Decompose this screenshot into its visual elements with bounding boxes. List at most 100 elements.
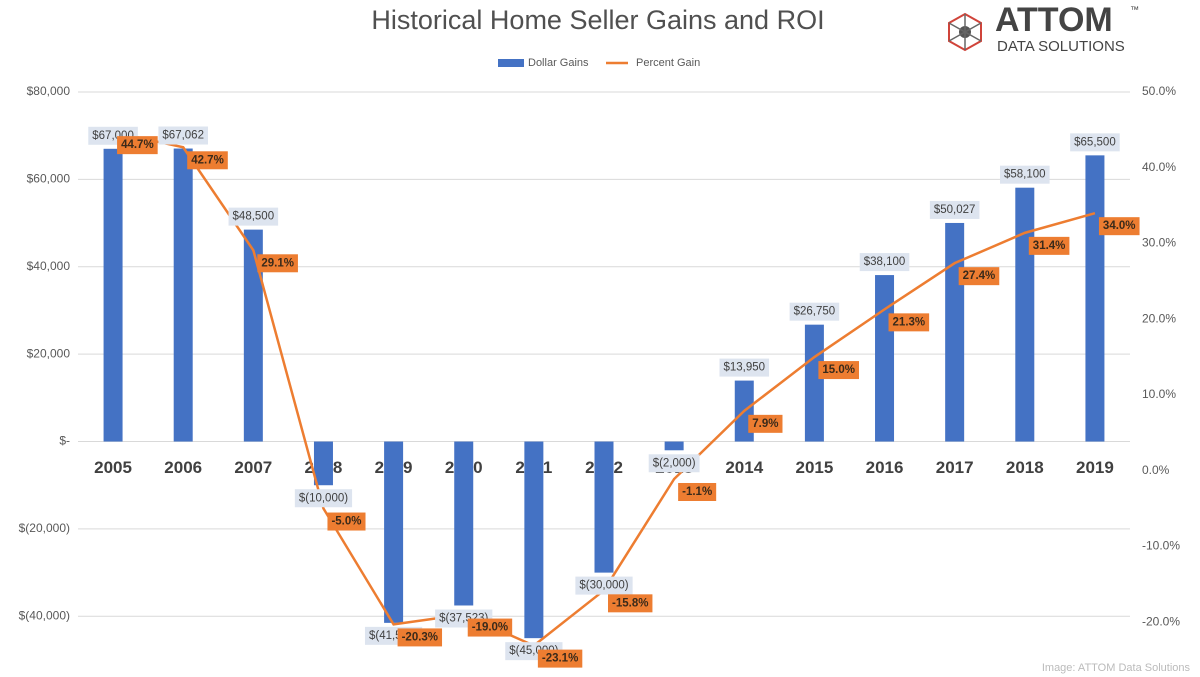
bar-label-box <box>789 302 840 321</box>
percent-label-box <box>958 267 1000 286</box>
bar-label-group: $48,500 <box>228 207 279 226</box>
bar <box>384 441 404 623</box>
bar-label: $13,950 <box>723 362 765 374</box>
percent-label: 27.4% <box>963 270 996 282</box>
percent-label-box <box>678 482 717 501</box>
percent-label-box <box>397 628 443 647</box>
percent-label-group: 44.7% <box>117 136 158 155</box>
y-tick-label: $(20,000) <box>19 521 70 535</box>
percent-label-group: -1.1% <box>678 482 717 501</box>
bar <box>1085 155 1105 442</box>
legend-swatch <box>498 59 524 67</box>
percent-label-box <box>1028 236 1070 255</box>
bar <box>664 441 684 451</box>
percent-label: 29.1% <box>261 257 294 269</box>
x-tick-label: 2019 <box>1076 458 1114 477</box>
logo-trademark: ™ <box>1130 4 1139 14</box>
percent-label: 44.7% <box>121 139 154 151</box>
percent-label-group: 42.7% <box>187 151 228 170</box>
percent-label-box <box>467 618 513 637</box>
bar-label: $38,100 <box>864 256 906 268</box>
bar-label-group: $13,950 <box>719 358 770 377</box>
bar-label-box <box>719 358 770 377</box>
percent-label: 21.3% <box>893 316 926 328</box>
y2-tick-label: 40.0% <box>1142 160 1176 174</box>
percent-label-box <box>537 649 583 668</box>
x-tick-label: 2017 <box>936 458 974 477</box>
y-tick-label: $(40,000) <box>19 608 70 622</box>
legend-label: Percent Gain <box>636 57 700 69</box>
bar-label: $(30,000) <box>579 580 628 592</box>
percent-label-group: 34.0% <box>1098 217 1140 236</box>
logo-name: ATTOM <box>995 1 1113 39</box>
y-tick-label: $20,000 <box>27 346 71 360</box>
y-tick-label: $40,000 <box>27 259 71 273</box>
percent-label: -5.0% <box>331 516 361 528</box>
bar-label: $(2,000) <box>653 457 696 469</box>
percent-label: 15.0% <box>822 364 855 376</box>
y2-tick-label: 30.0% <box>1142 236 1176 250</box>
percent-label: -15.8% <box>612 597 648 609</box>
bar <box>243 229 263 442</box>
y2-tick-label: 20.0% <box>1142 311 1176 325</box>
x-tick-label: 2014 <box>725 458 763 477</box>
bar-label-box <box>929 200 980 219</box>
bar-label: $50,027 <box>934 204 976 216</box>
percent-label: -1.1% <box>682 486 712 498</box>
bar <box>173 148 193 442</box>
bar-label-group: $50,027 <box>929 200 980 219</box>
bar <box>945 222 965 442</box>
percent-label-box <box>257 254 298 273</box>
percent-label-box <box>888 313 930 332</box>
bar-label-group: $67,062 <box>158 126 208 145</box>
percent-label-group: 21.3% <box>888 313 930 332</box>
percent-label-group: 27.4% <box>958 267 1000 286</box>
y2-tick-label: -20.0% <box>1142 614 1180 628</box>
percent-label-group: -20.3% <box>397 628 443 647</box>
legend-label: Dollar Gains <box>528 57 589 69</box>
bar <box>313 441 333 486</box>
percent-label: -19.0% <box>472 622 508 634</box>
logo: ATTOM ™ DATA SOLUTIONS <box>948 1 1139 55</box>
logo-icon <box>948 12 982 52</box>
percent-label: 34.0% <box>1103 220 1136 232</box>
chart-title: Historical Home Seller Gains and ROI <box>371 5 824 35</box>
percent-label-box <box>1098 217 1140 236</box>
bar-label-box <box>648 454 700 473</box>
bar <box>594 441 614 573</box>
bar-label: $48,500 <box>233 211 275 223</box>
percent-label: -23.1% <box>542 653 578 665</box>
bar-label-group: $26,750 <box>789 302 840 321</box>
percent-label: 31.4% <box>1033 240 1066 252</box>
legend: Dollar Gains Percent Gain <box>498 57 700 69</box>
x-tick-label: 2007 <box>234 458 272 477</box>
logo-tagline: DATA SOLUTIONS <box>997 38 1125 55</box>
bar-label: $65,500 <box>1074 136 1116 148</box>
bar <box>1015 187 1035 442</box>
percent-label-group: -5.0% <box>327 512 366 531</box>
percent-label-group: -15.8% <box>608 594 653 613</box>
bar-label-group: $58,100 <box>1000 165 1050 184</box>
y-tick-label: $- <box>59 434 70 448</box>
percent-label: 42.7% <box>191 154 224 166</box>
bar <box>875 275 895 442</box>
percent-label-group: 29.1% <box>257 254 298 273</box>
bar-label: $(10,000) <box>299 492 348 504</box>
bar-label-box <box>575 576 633 595</box>
x-tick-label: 2018 <box>1006 458 1044 477</box>
percent-label-group: 15.0% <box>818 361 860 380</box>
percent-label-box <box>327 512 366 531</box>
x-tick-label: 2005 <box>94 458 132 477</box>
y2-tick-label: 50.0% <box>1142 84 1176 98</box>
bar-label-group: $65,500 <box>1070 133 1120 152</box>
bar-label-group: $(10,000) <box>294 489 353 508</box>
bar-label-group: $(30,000) <box>575 576 633 595</box>
percent-label: 7.9% <box>752 418 778 430</box>
percent-label-group: 7.9% <box>748 414 783 433</box>
bar <box>103 148 123 442</box>
y2-tick-label: 0.0% <box>1142 463 1170 477</box>
x-tick-label: 2016 <box>866 458 904 477</box>
y2-tick-label: 10.0% <box>1142 387 1176 401</box>
bar-label: $58,100 <box>1004 169 1046 181</box>
